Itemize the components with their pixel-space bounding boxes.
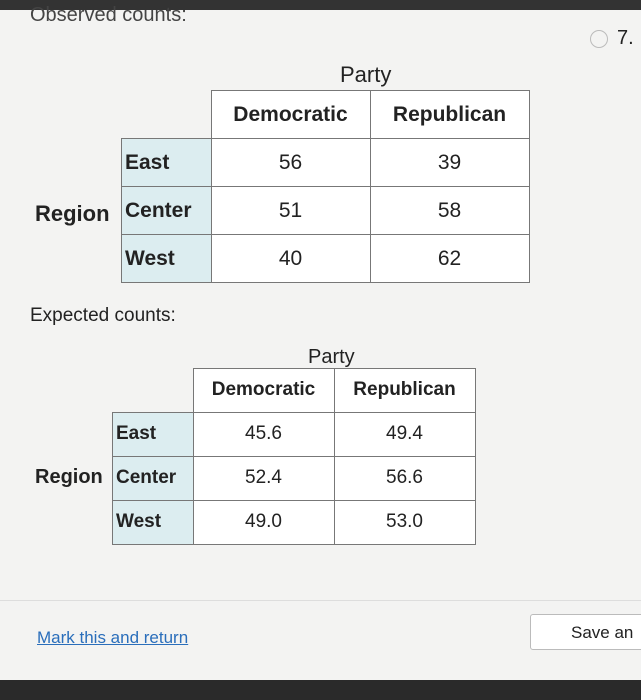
row-label: West [112,499,194,545]
count-cell: 62 [369,234,530,283]
row-label: East [121,138,212,187]
row-group: Region [35,201,110,226]
bezel-top [0,0,641,10]
count-cell: 40 [210,234,371,283]
count-cell: 45.6 [192,411,335,457]
mark-link[interactable]: Mark this and return [37,628,189,647]
count-cell: 53.0 [333,499,476,545]
section-label: Expected counts: [30,305,176,326]
column-header: Republican [369,90,530,139]
count-cell: 39 [369,138,530,187]
bezel-bottom [0,680,641,700]
count-cell: 52.4 [192,455,335,501]
row-label: Center [121,186,212,235]
divider [0,600,641,601]
expected-table: Democratic Republican East 45.6 49.4 Center… [112,368,476,545]
column-header: Democratic [192,368,335,413]
column-header: Republican [333,368,476,413]
row-label: East [112,411,194,457]
count-cell: 56.6 [333,455,476,501]
count-cell: 56 [210,138,371,187]
column-group: Party [340,62,392,87]
count-cell: 51 [210,186,371,235]
radio[interactable] [590,30,608,48]
column-header: Democratic [210,90,371,139]
section-label: Observed counts: [30,4,187,26]
save-button[interactable]: Save an [530,614,641,650]
observed-table: Democratic Republican East 56 39 Center 51 58… [121,90,530,283]
row-group: Region [35,466,103,488]
count-cell: 49.0 [192,499,335,545]
count-cell: 58 [369,186,530,235]
row-label: West [121,234,212,283]
column-group: Party [308,346,355,368]
count-cell: 49.4 [333,411,476,457]
row-label: Center [112,455,194,501]
question-number: 7. [617,27,634,49]
